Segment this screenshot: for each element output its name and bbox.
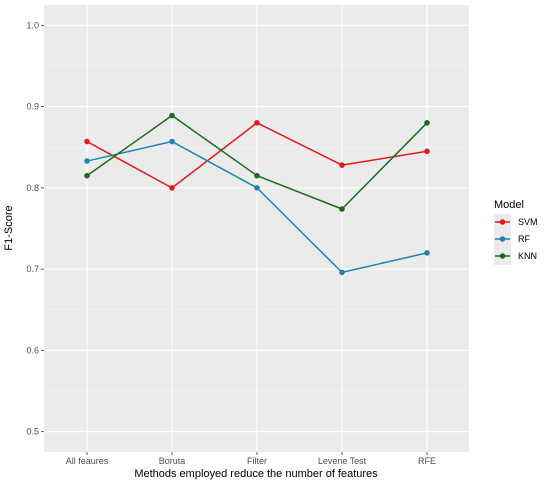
data-point-knn [84,172,90,179]
data-point-svm [339,162,345,168]
y-tick-label: 0.8 [26,183,39,193]
legend-item-svm: SVM [494,214,538,231]
x-tick-label: All feaures [66,456,109,466]
data-point-svm [169,185,175,191]
data-point-rf [424,250,430,256]
legend: Model SVM RF KNN [494,199,538,265]
y-tick-label: 0.5 [26,427,39,437]
data-point-knn [254,172,260,179]
data-point-rf [339,269,345,276]
y-tick-label: 0.6 [26,345,39,355]
legend-key-point-svm [499,219,506,225]
data-point-rf [169,138,175,145]
x-tick-label: Filter [247,456,267,466]
legend-item-rf: RF [494,231,530,248]
x-tick-label: Levene Test [318,456,367,466]
legend-label-svm: SVM [518,217,538,227]
series-layer [84,112,430,276]
series-svm [84,120,430,191]
data-point-svm [84,138,90,145]
data-point-knn [169,112,175,119]
series-knn [84,112,430,212]
x-tick-label: RFE [418,456,436,466]
data-point-svm [424,148,430,155]
legend-title: Model [494,199,524,211]
data-point-knn [339,206,345,212]
data-point-svm [254,120,260,126]
series-rf [84,138,430,276]
x-axis-title: Methods employed reduce the number of fe… [134,468,378,480]
legend-key-point-rf [499,236,506,242]
y-axis: 0.5 0.6 0.7 0.8 0.9 1.0 [26,20,44,437]
y-axis-title: F1-Score [3,205,15,250]
y-tick-label: 1.0 [26,20,39,30]
legend-item-knn: KNN [494,248,537,265]
y-tick-label: 0.7 [26,264,39,274]
data-point-knn [424,120,430,126]
data-point-rf [84,158,90,164]
x-tick-label: Boruta [159,456,186,466]
data-point-rf [254,185,260,191]
major-gridlines [44,5,469,452]
x-axis: All feaures Boruta Filter Levene Test RFE [66,452,436,466]
legend-label-knn: KNN [518,251,537,261]
legend-key-point-knn [499,253,506,259]
legend-label-rf: RF [518,234,530,244]
y-tick-label: 0.9 [26,102,39,112]
